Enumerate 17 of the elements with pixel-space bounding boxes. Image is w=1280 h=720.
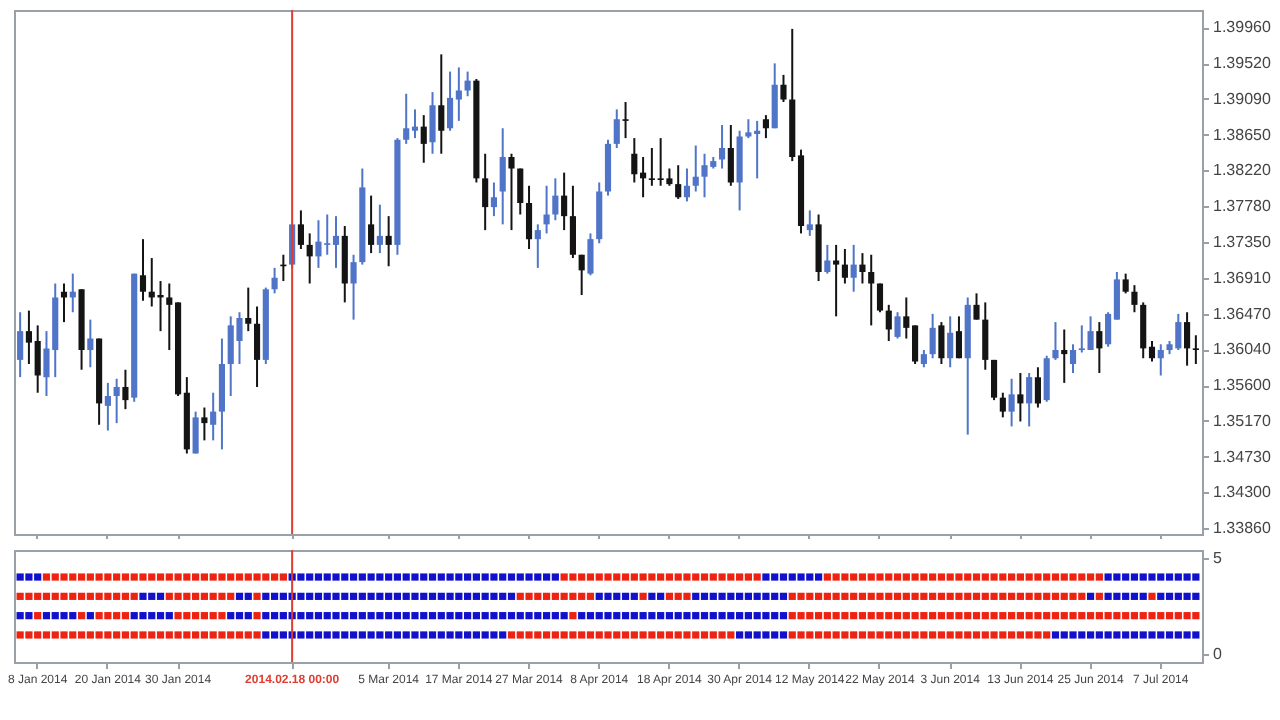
y-tick-label: 1.35170 — [1213, 411, 1272, 430]
y-tick-label: 1.38220 — [1213, 161, 1272, 180]
y-tick-label: 1.36910 — [1213, 268, 1272, 287]
y-tick-label: 1.33860 — [1213, 519, 1272, 538]
y-tick-label: 1.35600 — [1213, 376, 1272, 395]
y-tick-label: 1.39520 — [1213, 54, 1272, 73]
y-tick-label: 0 — [1213, 645, 1223, 664]
y-tick-label: 1.36470 — [1213, 304, 1272, 323]
y-tick-label: 1.36040 — [1213, 340, 1272, 359]
y-tick-label: 1.37780 — [1213, 197, 1272, 216]
y-tick-label: 1.38650 — [1213, 125, 1272, 144]
y-tick-label: 1.34300 — [1213, 483, 1272, 502]
y-tick-label: 5 — [1213, 548, 1223, 567]
y-tick-label: 1.34730 — [1213, 447, 1272, 466]
y-tick-label: 1.39960 — [1213, 18, 1272, 37]
y-tick-label: 1.39090 — [1213, 89, 1272, 108]
y-tick-label: 1.37350 — [1213, 232, 1272, 251]
